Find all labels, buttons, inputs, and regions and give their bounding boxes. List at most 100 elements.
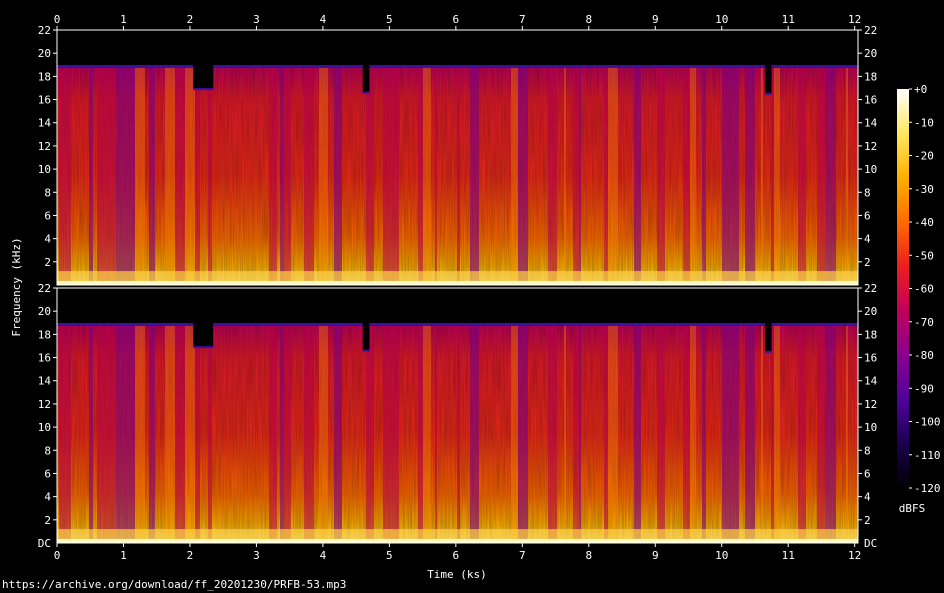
spectral-stripe [89,65,93,285]
y-tick-label-right: 4 [864,233,871,246]
y-tick-label-right: 12 [864,140,877,153]
spectral-stripe [690,323,696,543]
y-tick-label-right: 14 [864,375,878,388]
spectral-stripe [579,323,581,543]
spectral-stripe [175,323,185,543]
spectral-stripe [435,65,437,285]
spectral-stripe [418,323,423,543]
colorbar: +0 -10 -20 -30 -40 -50 -60 -70 -80 -90 -100 -110 -12… [897,83,941,495]
spectral-stripe [165,65,175,285]
spectral-stripe [304,65,314,285]
spectral-stripe [683,323,690,543]
spectral-stripe [418,65,423,285]
spectral-stripe [304,323,314,543]
spectral-stripe [548,65,557,285]
spectral-stripe [608,323,618,543]
spectral-stripe [722,65,732,285]
y-tick-label-left: 18 [38,328,51,341]
spectral-stripe [125,65,135,285]
y-tick-label-left: 14 [38,375,52,388]
spectral-stripe [634,323,641,543]
frequency-axis-label: Frequency (kHz) [10,237,23,336]
y-tick-label-right: 8 [864,186,871,199]
spectral-stripe [116,323,125,543]
x-tick-label-bottom: 2 [187,549,194,562]
cutoff-edge [57,322,858,326]
cutoff-notch [193,64,214,90]
y-tick-label-left: 10 [38,421,51,434]
spectral-stripe [149,323,155,543]
spectral-stripe [280,323,284,543]
spectral-stripe [284,323,291,543]
y-tick-label-left: 16 [38,94,51,107]
x-tick-label-bottom: 8 [585,549,592,562]
spectral-stripe [771,323,774,543]
y-tick-label-left: 14 [38,117,52,130]
x-tick-label-bottom: 7 [519,549,526,562]
y-tick-label-right: 6 [864,467,871,480]
spectral-stripe [846,65,848,285]
cutoff-notch-edge [193,88,214,91]
spectral-stripe [657,65,665,285]
y-tick-label-right: 18 [864,328,877,341]
y-tick-label-right: 14 [864,117,878,130]
cutoff-notch [362,64,370,93]
x-tick-label-top: 8 [585,13,592,26]
spectral-stripe [69,65,71,285]
spectral-stripe [59,323,69,543]
spectral-stripe [334,65,342,285]
spectral-stripe [97,323,107,543]
colorbar-label: dBFS [899,502,926,515]
x-tick-label-top: 4 [320,13,327,26]
spectral-stripe [573,65,575,285]
colorbar-tick-label: -60 [914,283,934,296]
spectral-stripe [334,323,342,543]
y-tick-label-left: 6 [44,209,51,222]
cutoff-notch-edge [764,92,772,95]
spectral-stripe [269,323,271,543]
spectral-stripe [575,65,579,285]
spectral-stripe [511,323,518,543]
spectral-stripe [511,65,518,285]
x-tick-label-bottom: 3 [253,549,260,562]
spectral-stripe [825,323,834,543]
y-tick-label-right: 6 [864,209,871,222]
cutoff-notch-edge [362,91,370,94]
spectral-stripe [761,323,763,543]
spectral-stripe [271,65,277,285]
y-tick-label-left: 20 [38,47,51,60]
spectral-stripe [745,323,755,543]
spectral-stripe [817,65,825,285]
spectral-stripe [195,65,200,285]
spectral-stripe [798,323,806,543]
x-tick-label-top: 5 [386,13,393,26]
y-tick-label-right: 4 [864,491,871,504]
spectral-stripe [59,65,69,285]
colorbar-gradient [897,89,909,488]
colorbar-tick-label: -20 [914,150,934,163]
spectral-stripe [383,323,391,543]
spectral-stripe [657,323,665,543]
x-tick-label-bottom: 0 [54,549,61,562]
x-tick-label-top: 0 [54,13,61,26]
y-tick-label-left: 12 [38,398,51,411]
y-tick-label-left: 4 [44,491,51,504]
spectral-stripe [774,323,780,543]
spectral-stripe [280,65,284,285]
spectral-stripe [457,65,460,285]
cutoff-notch [362,322,370,351]
cutoff-edge [57,64,858,68]
y-tick-label-left: 2 [44,256,51,269]
cutoff-notch-edge [193,346,214,349]
cutoff-notch-edge [362,349,370,352]
spectral-stripe [817,323,825,543]
y-tick-label-left: 8 [44,444,51,457]
spectral-stripe [457,323,460,543]
x-tick-label-bottom: 12 [848,549,861,562]
dc-label-left: DC [38,537,51,550]
y-tick-label-left: 22 [38,282,51,295]
